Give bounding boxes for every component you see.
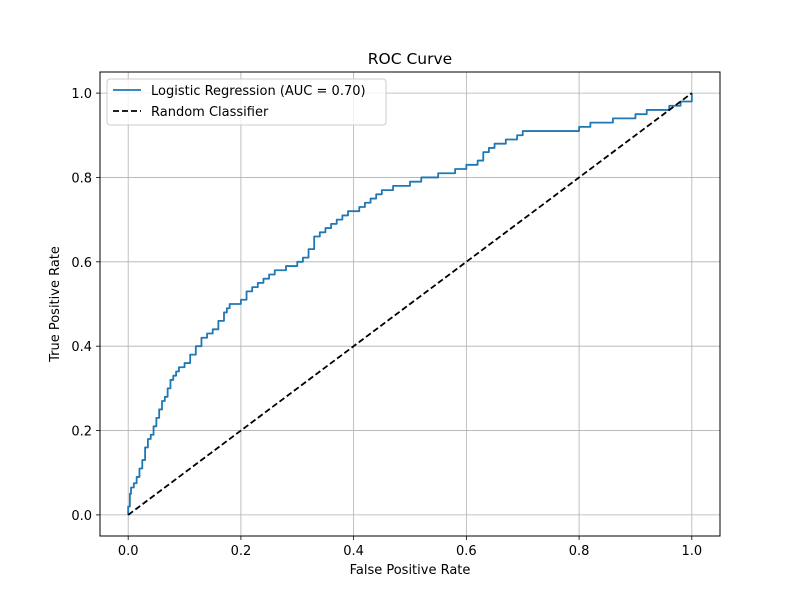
x-tick-label: 0.6: [456, 544, 477, 559]
x-tick-label: 0.8: [569, 544, 590, 559]
random-classifier-line: [127, 92, 693, 516]
x-tick-label: 0.2: [231, 544, 252, 559]
y-tick-label: 1.0: [71, 87, 92, 102]
x-tick-label: 0.4: [343, 544, 364, 559]
series-layer: [127, 92, 693, 516]
chart-title: ROC Curve: [368, 50, 452, 68]
roc-curve-line: [127, 93, 693, 515]
legend-label-logistic-regression: Logistic Regression (AUC = 0.70): [151, 84, 366, 99]
x-axis-label: False Positive Rate: [350, 563, 471, 578]
x-tick-label: 0.0: [118, 544, 139, 559]
legend-box: [106, 78, 387, 126]
y-tick-label: 0.6: [71, 256, 92, 271]
y-axis-label: True Positive Rate: [48, 246, 63, 363]
legend: Logistic Regression (AUC = 0.70) Random …: [106, 78, 387, 126]
plot-area-frame: [99, 71, 721, 537]
y-tick-label: 0.0: [71, 509, 92, 524]
axis-ticks: 0.0 0.2 0.4 0.6 0.8 1.0 0.0 0.2 0.4 0.6 0.8 1.0: [71, 87, 702, 559]
y-tick-label: 0.8: [71, 171, 92, 186]
legend-label-random-classifier: Random Classifier: [151, 105, 269, 120]
y-tick-label: 0.4: [71, 340, 92, 355]
y-tick-label: 0.2: [71, 425, 92, 440]
x-tick-label: 1.0: [681, 544, 702, 559]
